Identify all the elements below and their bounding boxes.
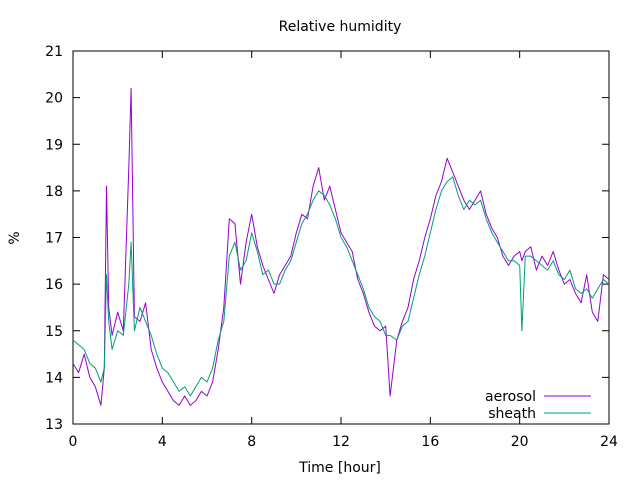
y-tick-label: 20 (45, 91, 63, 107)
y-tick-label: 15 (45, 324, 63, 340)
y-tick-label: 16 (45, 277, 63, 293)
y-axis-label: % (7, 231, 23, 244)
y-tick-label: 21 (45, 44, 63, 60)
legend-label-aerosol: aerosol (485, 389, 536, 405)
x-tick-label: 16 (421, 434, 439, 450)
y-tick-label: 18 (45, 184, 63, 200)
y-tick-label: 14 (45, 370, 63, 386)
series-line-aerosol (72, 87, 610, 406)
y-axis-ticks: 13 14 15 16 17 18 19 20 21 (45, 44, 609, 433)
x-tick-label: 24 (600, 434, 618, 450)
series-lines (72, 87, 610, 406)
y-tick-label: 17 (45, 231, 63, 247)
chart-title: Relative humidity (279, 19, 402, 35)
x-axis-ticks: 0 4 8 12 16 20 24 (69, 51, 618, 450)
x-tick-label: 12 (332, 434, 350, 450)
y-tick-label: 13 (45, 417, 63, 433)
y-tick-label: 19 (45, 137, 63, 153)
x-tick-label: 8 (247, 434, 256, 450)
x-axis-label: Time [hour] (298, 460, 381, 476)
series-line-sheath (72, 176, 610, 397)
x-tick-label: 0 (69, 434, 78, 450)
x-tick-label: 4 (158, 434, 167, 450)
legend: aerosol sheath (485, 389, 591, 422)
legend-label-sheath: sheath (488, 406, 536, 422)
x-tick-label: 20 (511, 434, 529, 450)
